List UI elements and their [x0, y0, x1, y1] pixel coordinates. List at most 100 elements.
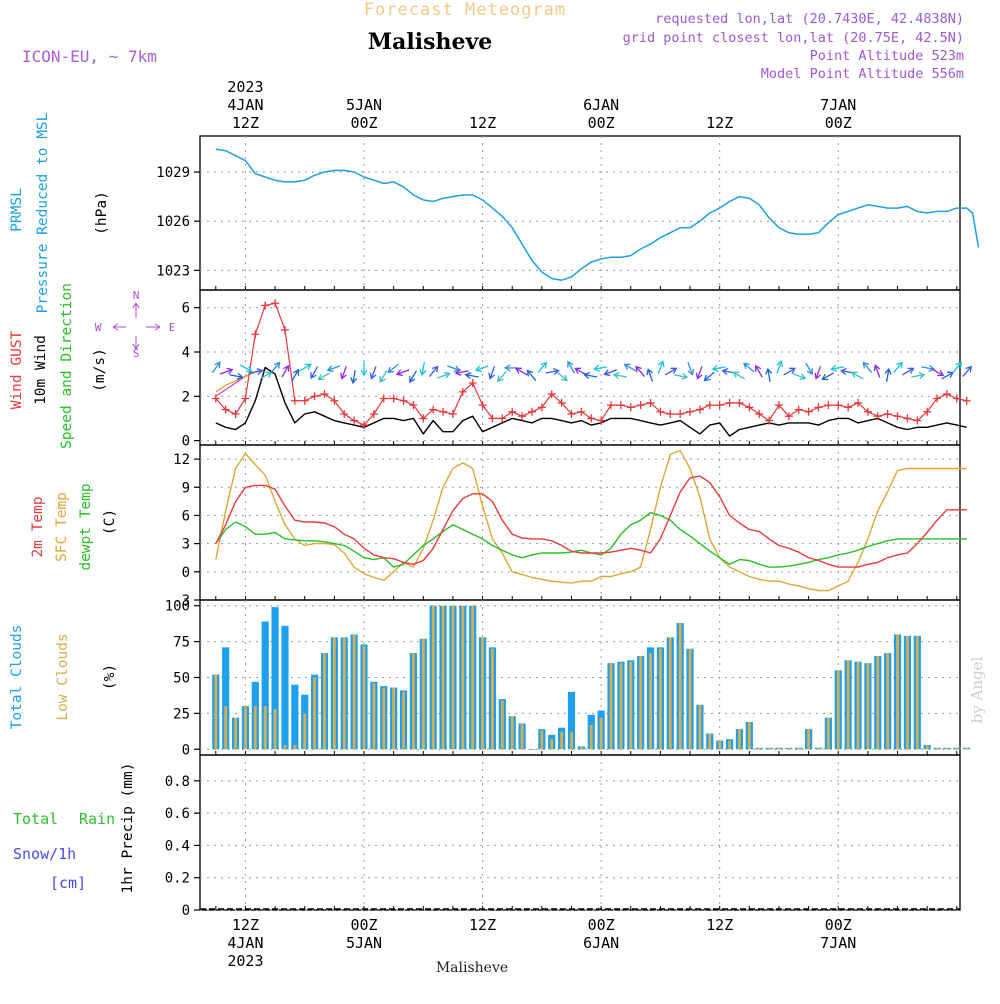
rain-legend-1: Total [13, 810, 58, 828]
wind-arrow [369, 366, 377, 380]
clouds-ytick-label: 100 [165, 599, 190, 615]
snow-unit: [cm] [50, 874, 86, 892]
low-cloud-bar [441, 605, 445, 750]
gust-marker [933, 394, 942, 403]
gust-marker [537, 403, 546, 412]
bottom-date-label: 4JAN [227, 934, 263, 952]
low-cloud-bar [560, 732, 564, 750]
wind-arrow-shaft [299, 364, 311, 372]
wind-arrow [514, 367, 528, 376]
gust-marker [903, 414, 912, 423]
wind-arrow [703, 371, 715, 382]
wind-arrow-shaft [625, 364, 637, 372]
wind-gust-line [215, 302, 967, 426]
gust-marker [784, 412, 793, 421]
low-cloud-bar [372, 683, 376, 750]
wind-arrow-head [703, 374, 711, 382]
bottom-date-label: 5JAN [346, 934, 382, 952]
wind-arrow [270, 361, 281, 373]
wind-arrow-shaft [647, 370, 654, 382]
wind-arrow-shaft [466, 374, 479, 378]
gust-marker [942, 390, 951, 399]
wind-arrow [732, 371, 745, 380]
gust-marker [597, 416, 606, 425]
wind-arrow-head [742, 362, 750, 370]
wind-arrow [299, 363, 312, 372]
wind-arrow-head [497, 375, 504, 383]
wind-arrow-shaft [567, 362, 576, 374]
gust-marker [745, 403, 754, 412]
gust-marker [221, 405, 230, 414]
total-cloud-bar [222, 647, 230, 750]
pressure-frame [199, 135, 961, 291]
clouds-ytick-label: 0 [182, 742, 190, 758]
wind-arrow-shaft [962, 366, 972, 377]
model-altitude: Model Point Altitude 556m [761, 66, 964, 82]
low-cloud-bar [718, 740, 722, 750]
wind-arrow [893, 361, 903, 373]
gust-marker [883, 410, 892, 418]
wind-ytick-label: 4 [182, 345, 190, 361]
wind-arrow [567, 360, 576, 374]
low-cloud-bar [570, 732, 573, 750]
total-cloud-bar [261, 621, 269, 750]
low-cloud-bar [678, 622, 682, 750]
gust-marker [834, 401, 843, 410]
gust-marker [231, 410, 240, 418]
wind-arrow-shaft [447, 365, 459, 371]
wind-arrow-head [623, 363, 631, 370]
low-cloud-bar [461, 605, 465, 750]
gust-marker [310, 392, 319, 401]
gust-marker [547, 390, 556, 399]
wind-arrow-head [310, 372, 317, 380]
wind-arrow-head [514, 367, 522, 374]
gust-marker [893, 412, 902, 421]
wind-arrow-shaft [863, 362, 873, 373]
gust-marker [419, 414, 428, 423]
top-date-label: 6JAN [583, 96, 619, 114]
gust-marker [587, 414, 596, 423]
wind-arrow-shaft [767, 369, 771, 382]
wind-arrow-head [670, 367, 678, 374]
low-cloud-bar [234, 717, 237, 750]
wind-arrow-head [474, 365, 482, 373]
wind-arrow-shaft [388, 363, 399, 373]
wind-arrow-shaft [952, 362, 962, 373]
wind-arrow-head [443, 371, 451, 379]
gust-marker [646, 398, 655, 407]
gust-marker [765, 416, 774, 425]
wind-arrow-head [283, 364, 290, 372]
wind-arrow-shaft [328, 365, 341, 371]
wind-arrow-shaft [744, 363, 755, 373]
gust-marker [280, 325, 289, 334]
top-date-label: 4JAN [227, 96, 263, 114]
wind-arrow-head [776, 360, 784, 368]
wind-arrow-shaft [605, 369, 617, 375]
low-cloud-bar [619, 663, 623, 750]
wind-arrow-shaft [380, 370, 388, 382]
low-cloud-bar [273, 709, 277, 750]
low-cloud-bar [530, 749, 534, 750]
low-cloud-bar [846, 660, 850, 750]
wind-arrow-shaft [822, 372, 834, 380]
pressure-ytick-label: 1026 [156, 214, 190, 230]
wind-arrow-head [765, 367, 773, 375]
wind-arrow [783, 367, 797, 376]
wind-arrow-head [884, 367, 892, 375]
low-cloud-bar [708, 733, 712, 750]
wind-arrow-head [317, 374, 325, 381]
top-date-label: 12Z [706, 114, 733, 132]
low-cloud-bar [540, 730, 544, 750]
low-cloud-bar [896, 634, 899, 750]
wind-arrow-head [850, 371, 858, 378]
wind-arrow [952, 361, 963, 373]
low-cloud-bar [550, 739, 554, 750]
low-cloud-bar [698, 704, 702, 750]
wind-arrow [556, 371, 568, 382]
low-cloud-bar [253, 706, 257, 750]
low-cloud-bar [817, 747, 820, 750]
wind-arrow-head [540, 361, 548, 369]
product-title: Forecast Meteogram [364, 0, 566, 20]
wind-arrow-shaft [318, 372, 331, 380]
snow-legend: Snow/1h [13, 845, 76, 863]
